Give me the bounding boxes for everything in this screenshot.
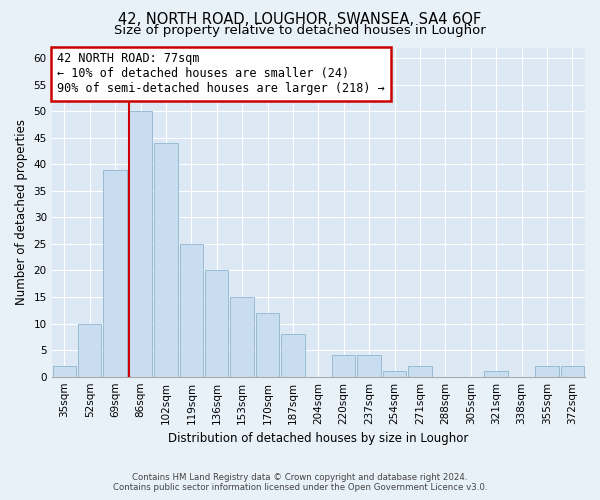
Bar bbox=[332, 356, 355, 376]
Bar bbox=[256, 313, 279, 376]
Bar bbox=[179, 244, 203, 376]
Text: 42, NORTH ROAD, LOUGHOR, SWANSEA, SA4 6QF: 42, NORTH ROAD, LOUGHOR, SWANSEA, SA4 6Q… bbox=[118, 12, 482, 28]
Bar bbox=[358, 356, 381, 376]
Bar bbox=[408, 366, 431, 376]
Bar bbox=[78, 324, 101, 376]
Bar bbox=[103, 170, 127, 376]
Bar bbox=[154, 143, 178, 376]
Bar bbox=[535, 366, 559, 376]
Bar bbox=[53, 366, 76, 376]
Bar bbox=[383, 372, 406, 376]
X-axis label: Distribution of detached houses by size in Loughor: Distribution of detached houses by size … bbox=[168, 432, 469, 445]
Bar bbox=[205, 270, 229, 376]
Text: 42 NORTH ROAD: 77sqm
← 10% of detached houses are smaller (24)
90% of semi-detac: 42 NORTH ROAD: 77sqm ← 10% of detached h… bbox=[57, 52, 385, 96]
Bar bbox=[484, 372, 508, 376]
Bar bbox=[129, 111, 152, 376]
Text: Contains HM Land Registry data © Crown copyright and database right 2024.
Contai: Contains HM Land Registry data © Crown c… bbox=[113, 473, 487, 492]
Bar bbox=[560, 366, 584, 376]
Text: Size of property relative to detached houses in Loughor: Size of property relative to detached ho… bbox=[114, 24, 486, 37]
Bar bbox=[281, 334, 305, 376]
Y-axis label: Number of detached properties: Number of detached properties bbox=[15, 119, 28, 305]
Bar bbox=[230, 297, 254, 376]
